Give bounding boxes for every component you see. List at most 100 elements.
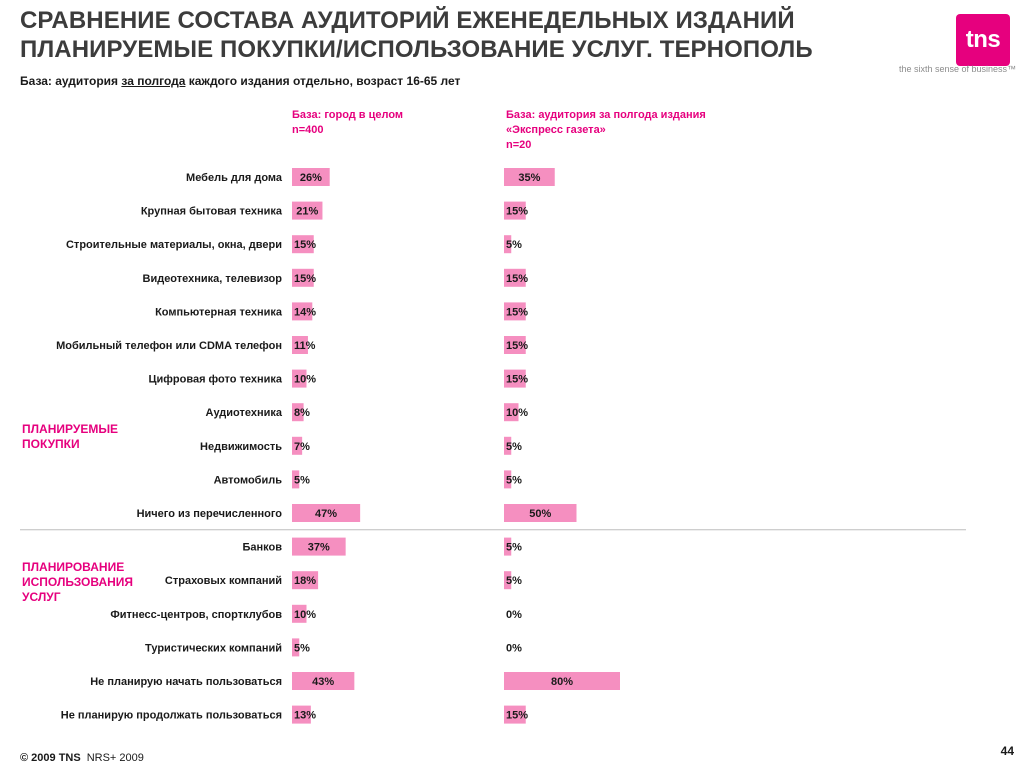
bar-series-1 [292,571,319,590]
bar-series-1 [292,436,303,455]
bar-series-1 [292,235,314,254]
bar-series-2 [504,436,512,455]
page-title: СРАВНЕНИЕ СОСТАВА АУДИТОРИЙ ЕЖЕНЕДЕЛЬНЫХ… [20,6,813,64]
category-label: Не планирую продолжать пользоваться [61,710,282,722]
bar-series-1 [292,638,300,657]
base-description: База: аудитория за полгода каждого издан… [20,74,460,88]
value-label-series-1: 37% [308,542,330,554]
value-label-series-2: 10% [506,407,528,419]
bar-series-1 [292,201,323,220]
value-label-series-2: 5% [506,441,522,453]
category-label: Недвижимость [200,441,282,453]
value-label-series-2: 50% [529,508,551,520]
group-label-purchases-line-2: ПОКУПКИ [22,437,80,451]
value-label-series-1: 13% [294,710,316,722]
footer-source: NRS+ 2009 [86,752,144,764]
value-label-series-1: 7% [294,441,310,453]
category-label: Не планирую начать пользоваться [90,676,282,688]
tns-logo: tns [956,14,1010,66]
value-label-series-2: 5% [506,474,522,486]
category-label: Туристических компаний [145,642,282,654]
bar-series-2 [504,470,512,489]
bar-series-2 [504,201,526,220]
bar-series-2 [504,504,577,522]
bar-series-2 [504,571,512,590]
value-label-series-1: 18% [294,575,316,587]
series-1-header: База: город в целом n=400 [292,109,404,136]
bar-series-2 [504,168,555,186]
base-description-part-1: База: аудитория [20,74,122,88]
category-label: Мобильный телефон или CDMA телефон [56,340,282,352]
page-number: 44 [1000,744,1014,758]
value-label-series-2: 15% [506,306,528,318]
category-label: Ничего из перечисленного [137,508,283,520]
category-label: Компьютерная техника [155,306,283,318]
bar-series-1 [292,470,300,489]
footer-copyright: © 2009 TNS [20,752,81,764]
bar-series-1 [292,504,361,522]
base-description-part-2: каждого издания отдельно, возраст 16-65 … [185,74,461,88]
category-label: Фитнесс-центров, спортклубов [110,609,282,621]
bar-series-1 [292,268,314,287]
bar-series-1 [292,604,307,623]
value-label-series-2: 5% [506,575,522,587]
value-label-series-1: 11% [294,340,316,352]
value-label-series-1: 47% [315,508,337,520]
category-label: Цифровая фото техника [148,374,282,386]
title-line-2: ПЛАНИРУЕМЫЕ ПОКУПКИ/ИСПОЛЬЗОВАНИЕ УСЛУГ.… [20,36,813,63]
value-label-series-2: 15% [506,206,528,218]
bar-series-1 [292,302,313,321]
bar-series-2 [504,235,512,254]
value-label-series-1: 26% [300,172,322,184]
group-label-purchases: ПЛАНИРУЕМЫЕ ПОКУПКИ [22,422,118,452]
value-label-series-1: 15% [294,239,316,251]
value-label-series-2: 15% [506,273,528,285]
category-label: Крупная бытовая техника [141,206,283,218]
value-label-series-2: 15% [506,710,528,722]
group-label-services-line-3: УСЛУГ [22,590,61,604]
series-2-header: База: аудитория за полгода издания «Эксп… [506,109,706,151]
bar-series-1 [292,537,346,556]
bar-series-1 [292,369,307,388]
value-label-series-2: 35% [518,172,540,184]
group-label-services-line-2: ИСПОЛЬЗОВАНИЯ [22,575,134,589]
value-label-series-2: 5% [506,239,522,251]
bar-series-1 [292,336,308,354]
title-line-1: СРАВНЕНИЕ СОСТАВА АУДИТОРИЙ ЕЖЕНЕДЕЛЬНЫХ… [20,7,795,34]
bar-series-2 [504,268,526,287]
value-label-series-1: 10% [294,609,316,621]
value-label-series-1: 10% [294,374,316,386]
bar-series-2 [504,336,526,354]
base-description-underlined: за полгода [121,74,186,88]
group-label-services: ПЛАНИРОВАНИЕ ИСПОЛЬЗОВАНИЯ УСЛУГ [22,560,133,605]
logo-text: tns [965,26,1001,53]
value-label-series-2: 15% [506,374,528,386]
category-label: Строительные материалы, окна, двери [66,239,282,251]
category-label: Автомобиль [214,474,283,486]
value-label-series-2: 80% [551,676,573,688]
bar-series-2 [504,672,620,690]
comparison-bar-chart: Мебель для дома 26% 35% Крупная бытовая тех… [20,168,966,724]
bar-series-2 [504,403,519,422]
bar-series-1 [292,705,311,724]
value-label-series-2: 5% [506,542,522,554]
bar-series-2 [504,369,526,388]
bar-series-1 [292,168,330,186]
bar-series-1 [292,672,355,690]
group-label-purchases-line-1: ПЛАНИРУЕМЫЕ [22,422,119,436]
category-label: Видеотехника, телевизор [143,273,283,285]
value-label-series-2: 0% [506,609,522,621]
category-label: Мебель для дома [186,172,283,184]
value-label-series-1: 14% [294,306,316,318]
value-label-series-1: 21% [296,206,318,218]
value-label-series-1: 8% [294,407,310,419]
value-label-series-1: 5% [294,642,310,654]
value-label-series-2: 0% [506,642,522,654]
bar-series-2 [504,302,526,321]
category-label: Банков [242,542,282,554]
value-label-series-1: 15% [294,273,316,285]
bar-series-2 [504,537,512,556]
group-label-services-line-1: ПЛАНИРОВАНИЕ [22,560,125,574]
category-label: Страховых компаний [165,575,282,587]
category-label: Аудиотехника [206,407,283,419]
